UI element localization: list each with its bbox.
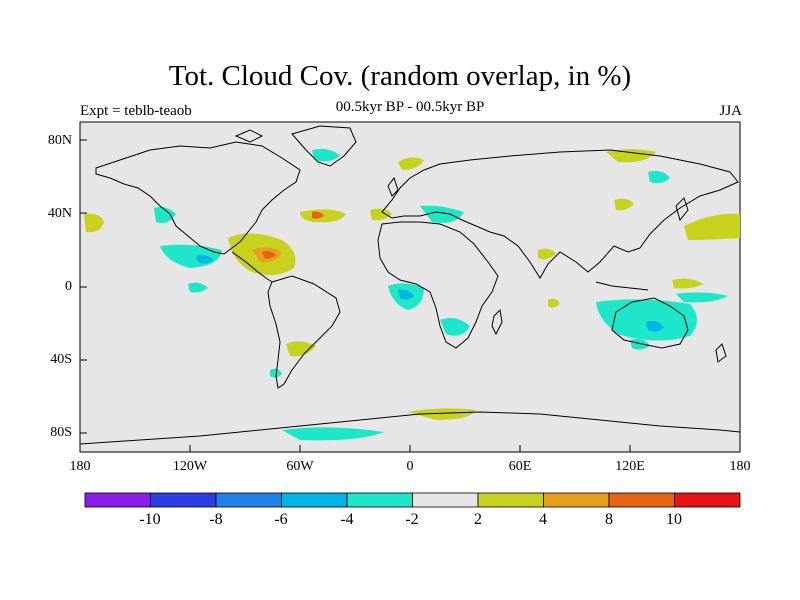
coast-new-zealand — [715, 343, 727, 363]
anomaly-siberia-positive — [606, 149, 656, 163]
lat-label-40n: 40N — [47, 206, 72, 221]
colorbar-swatch — [543, 492, 610, 508]
anomaly-fields — [84, 148, 740, 441]
anomaly-mediterranean-negative — [420, 205, 464, 223]
colorbar-swatch — [346, 492, 413, 508]
colorbar-label-6: 2 — [474, 511, 482, 528]
lon-label-60e: 60E — [508, 459, 532, 474]
anomaly-soceanic-negative — [630, 338, 650, 350]
map-title: Tot. Cloud Cov. (random overlap, in %) — [168, 60, 632, 92]
anomaly-tropical-negative — [188, 282, 208, 293]
coast-antarctica — [79, 411, 741, 445]
colorbar-swatch — [608, 492, 675, 508]
axis-ticks — [80, 139, 631, 452]
anomaly-samerica-positive — [286, 341, 316, 357]
colorbar-label-7: 4 — [539, 511, 547, 528]
colorbar-swatch — [150, 492, 217, 508]
lat-label-40s: 40S — [50, 352, 72, 367]
colorbar-swatch — [477, 492, 544, 508]
anomaly-wpacific-negative — [676, 292, 728, 303]
anomaly-safrica-negative — [440, 318, 470, 336]
season-label: JJA — [719, 103, 742, 119]
lat-label-0: 0 — [65, 279, 72, 294]
anomaly-antarctic-negative — [282, 427, 384, 441]
lon-label-120e: 120E — [615, 459, 645, 474]
colorbar-label-9: 10 — [666, 511, 682, 528]
anomaly-antarctic-positive — [408, 408, 476, 420]
anomaly-china-positive — [614, 198, 634, 211]
anomaly-australia-negative — [596, 299, 697, 341]
anomaly-europe-positive — [370, 208, 392, 221]
coast-eurasia — [381, 149, 739, 279]
coast-indonesia — [595, 281, 649, 291]
lon-label-180w: 180 — [69, 459, 91, 474]
coast-arctic-islands — [234, 129, 264, 143]
anomaly-pacific-positive — [84, 213, 104, 233]
colorbar-label-5: -2 — [405, 511, 419, 528]
colorbar-label-3: -6 — [274, 511, 288, 528]
anomaly-equatorial-positive — [672, 278, 704, 289]
colorbar-swatch — [412, 492, 479, 508]
anomaly-asia-negative — [648, 170, 670, 184]
lon-label-180e: 180 — [729, 459, 751, 474]
experiment-label: Expt = teblb-teaob — [80, 103, 192, 119]
anomaly-greenland-negative — [312, 148, 340, 162]
colorbar-label-8: 8 — [605, 511, 613, 528]
lat-label-80s: 80S — [50, 425, 72, 440]
colorbar-label-4: -4 — [340, 511, 354, 528]
coastlines — [79, 125, 741, 445]
anomaly-nepacific-negative — [154, 206, 176, 223]
anomaly-india-positive — [538, 248, 556, 260]
anomaly-epacific-strong — [196, 255, 214, 264]
anomaly-atlantic-peak — [312, 211, 324, 219]
colorbar-swatch — [674, 492, 741, 508]
lon-label-120w: 120W — [172, 459, 208, 474]
lat-label-80n: 80N — [47, 133, 72, 148]
colorbar-label-2: -8 — [209, 511, 223, 528]
coast-japan — [675, 197, 689, 222]
coast-greenland — [291, 125, 357, 167]
coast-africa — [377, 221, 499, 349]
anomaly-atlantic-strong — [398, 289, 414, 300]
coast-north-america — [95, 141, 301, 255]
colorbar-swatch — [281, 492, 348, 508]
time-period-label: 00.5kyr BP - 00.5kyr BP — [335, 99, 485, 115]
colorbar — [84, 492, 741, 508]
anomaly-npacific-positive — [684, 213, 740, 240]
colorbar-swatch — [215, 492, 282, 508]
anomaly-arctic-positive — [398, 157, 424, 170]
coast-central-america — [231, 251, 273, 283]
anomaly-australia-strong — [646, 320, 664, 332]
colorbar-swatch — [84, 492, 151, 508]
anomaly-indian-ocean-positive — [548, 298, 560, 308]
coast-south-america — [267, 275, 341, 389]
coast-madagascar — [491, 308, 503, 336]
coast-uk — [387, 176, 399, 197]
anomaly-caribbean-peak — [262, 251, 276, 259]
coast-australia — [611, 297, 689, 349]
lon-label-0: 0 — [406, 459, 414, 474]
colorbar-label-1: -10 — [139, 511, 161, 528]
lon-label-60w: 60W — [286, 459, 314, 474]
